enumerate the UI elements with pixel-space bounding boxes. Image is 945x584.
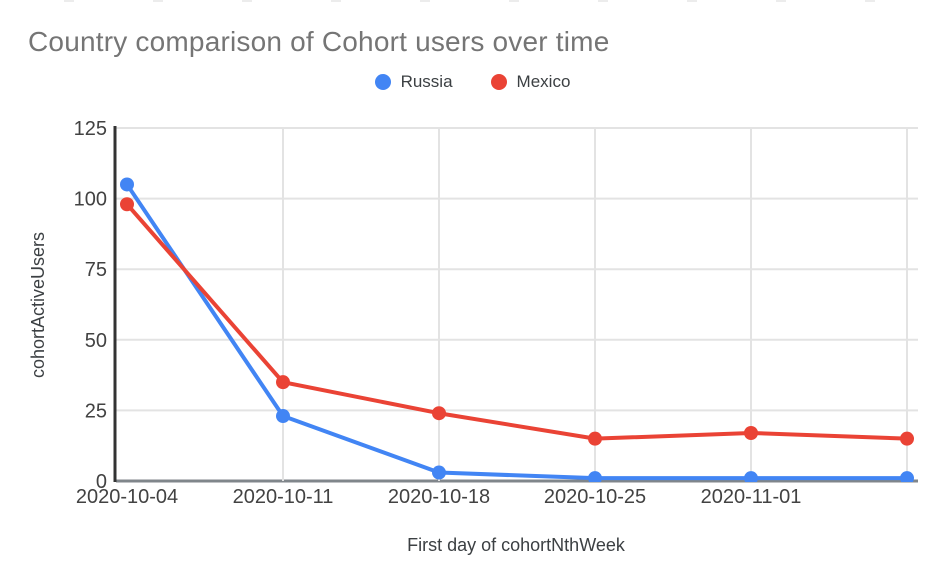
data-point-mexico [276,375,290,390]
series-dot-russia-icon [374,74,391,90]
data-point-russia [588,471,602,482]
y-tick-label: 100 [74,189,107,211]
x-axis-title: First day of cohortNthWeek [407,535,626,555]
legend-label-russia: Russia [400,72,453,91]
series-dot-mexico-icon [490,74,507,90]
data-point-russia [276,409,290,424]
data-point-mexico [432,406,446,421]
cropped-content-artifact [64,0,884,2]
x-gridlines [282,128,908,481]
y-tick-label: 125 [74,118,107,140]
chart-title: Country comparison of Cohort users over … [28,26,610,57]
data-point-russia [900,471,914,482]
y-tick-label: 0 [96,471,107,493]
legend-item-russia[interactable]: Russia [374,72,453,92]
legend-label-mexico: Mexico [516,72,571,91]
data-point-mexico [120,197,134,212]
y-gridlines [116,127,918,483]
data-point-mexico [744,425,758,440]
series-layer [120,177,914,482]
y-axis-title: cohortActiveUsers [28,232,48,378]
y-tick-label: 75 [85,259,107,281]
y-tick-label: 25 [85,400,107,422]
chart-legend: Russia Mexico [0,72,945,92]
data-point-russia [120,177,134,192]
data-point-mexico [900,431,914,446]
series-line-mexico [125,202,909,441]
x-tick-label: 2020-11-01 [701,486,802,508]
y-tick-labels: 0 25 50 75 100 125 [74,118,107,493]
data-point-russia [432,465,446,480]
series-line-russia [125,182,909,481]
x-tick-label: 2020-10-04 [76,486,178,508]
data-point-russia [744,471,758,482]
data-point-mexico [588,431,602,446]
y-tick-label: 50 [85,330,107,352]
x-tick-labels: 2020-10-04 2020-10-11 2020-10-18 2020-10-25… [76,486,802,508]
legend-item-mexico[interactable]: Mexico [490,72,571,92]
x-tick-label: 2020-10-11 [233,486,334,508]
x-tick-label: 2020-10-25 [544,486,646,508]
x-tick-label: 2020-10-18 [388,486,490,508]
